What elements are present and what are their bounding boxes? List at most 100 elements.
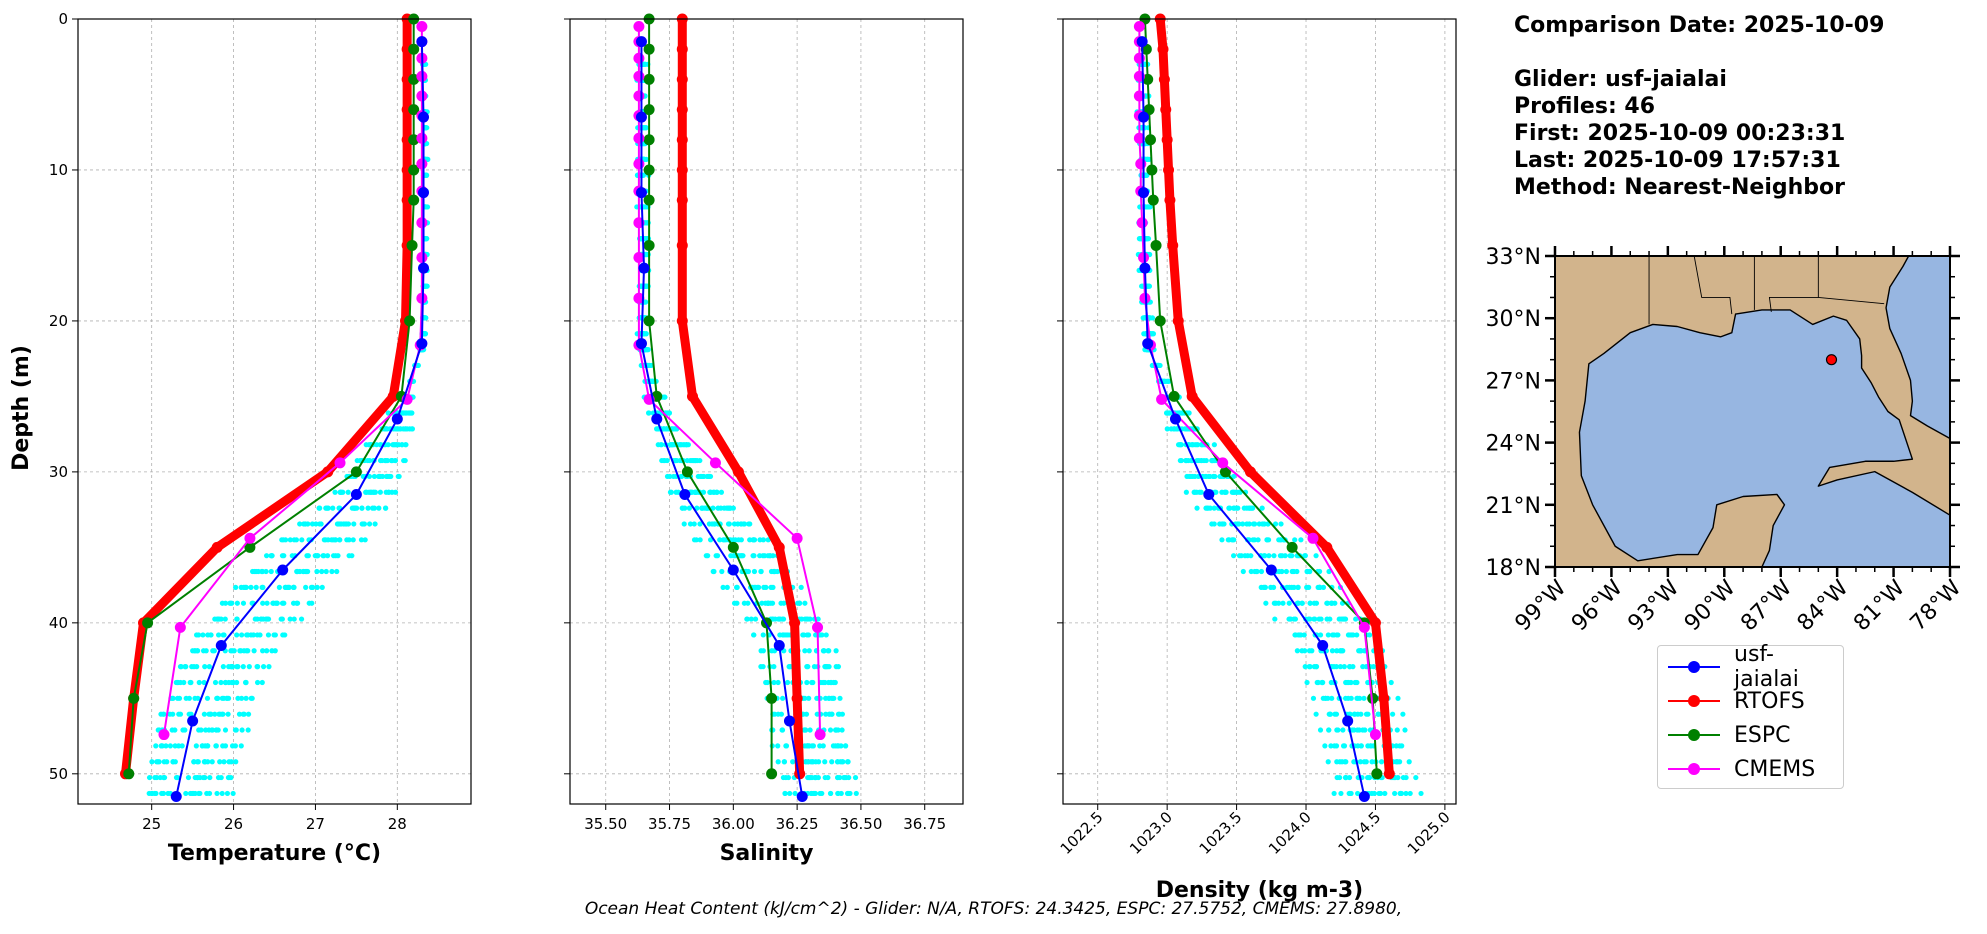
scatter-point [329,568,335,575]
series-point-glider [418,111,430,123]
scatter-point [1242,553,1248,559]
scatter-point [1262,553,1268,559]
scatter-point [215,774,222,781]
series-point-rtofs [1167,239,1179,251]
scatter-point [371,473,378,480]
scatter-point [1210,473,1217,480]
scatter-point [1357,759,1364,765]
scatter-point [1231,505,1237,511]
scatter-point [338,521,344,527]
scatter-point [1291,584,1297,590]
first-time: First: 2025-10-09 00:23:31 [1514,121,1846,146]
scatter-point [272,632,278,638]
series-point-espc [643,239,655,251]
scatter-point [235,695,241,701]
scatter-point [395,473,401,480]
scatter-point [1146,283,1152,289]
scatter-point [161,711,167,717]
scatter-point [297,521,303,527]
scatter-point [1262,584,1268,590]
scatter-point [1311,616,1317,622]
map-lat-label: 21°N [1486,494,1541,519]
scatter-point [668,442,674,448]
map-lon-label: 78°W [1906,575,1967,636]
scatter-point [321,553,327,559]
scatter-point [1337,759,1343,765]
scatter-point [1358,711,1364,717]
scatter-point [228,759,234,765]
scatter-point [1150,331,1157,337]
scatter-point [313,521,319,527]
series-point-cmems [244,532,256,544]
scatter-point [206,790,213,797]
series-point-rtofs [211,541,223,553]
scatter-point [1278,521,1284,527]
scatter-point [366,473,373,480]
scatter-point [324,553,331,559]
scatter-point [706,521,712,527]
scatter-point [270,600,277,606]
axes-frame [569,18,964,805]
scatter-point [1188,473,1194,480]
scatter-point [1368,743,1374,749]
scatter-point [228,664,234,670]
scatter-point [1363,711,1370,717]
scatter-point [298,616,305,622]
map-lat-label: 27°N [1486,369,1541,394]
map-state-border [1768,256,1819,313]
legend-item-rtofs: RTOFS [1666,684,1835,718]
scatter-point [1304,679,1310,686]
series-point-glider [1342,715,1354,727]
scatter-point [332,489,338,495]
scatter-point [254,664,260,670]
scatter-point [245,711,252,717]
series-point-espc [643,43,655,55]
scatter-point [220,664,226,670]
scatter-point [1263,600,1269,606]
scatter-point [781,600,787,606]
scatter-point [845,790,851,797]
scatter-point [801,632,807,638]
series-point-espc [727,541,739,553]
scatter-point [1369,759,1375,765]
scatter-point [239,727,245,733]
scatter-point [772,616,778,622]
scatter-point [383,489,389,495]
scatter-point [803,727,809,733]
scatter-point [827,727,834,733]
scatter-point [673,489,679,495]
scatter-point [237,648,243,654]
ocean-heat-content-footer: Ocean Heat Content (kJ/cm^2) - Glider: N… [584,899,1403,919]
scatter-point [1250,537,1256,543]
scatter-point [1356,648,1362,654]
scatter-point [1287,616,1293,622]
scatter-point [1337,774,1343,781]
series-point-rtofs [676,134,688,146]
scatter-point [354,457,360,464]
series-point-rtofs [676,194,688,206]
scatter-point [268,553,274,559]
scatter-point [1318,616,1324,622]
scatter-point [715,505,721,511]
ytick-label: 0 [58,10,68,28]
map-lat-label: 24°N [1486,432,1541,457]
raw-profile-scatter [146,61,431,797]
scatter-point [317,505,323,511]
scatter-point [771,679,777,686]
scatter-point [342,521,348,527]
scatter-point [394,426,401,432]
scatter-point [721,505,727,511]
scatter-point [779,616,786,622]
legend-label-cmems: CMEMS [1734,756,1816,782]
scatter-point [279,537,285,543]
series-point-rtofs [676,104,688,116]
scatter-point [822,759,828,765]
scatter-point [853,790,859,797]
scatter-point [781,759,787,765]
scatter-point [263,553,270,559]
scatter-point [222,727,229,733]
legend-item-espc: ESPC [1666,718,1835,752]
scatter-point [287,537,293,543]
series-point-rtofs [1378,692,1390,704]
